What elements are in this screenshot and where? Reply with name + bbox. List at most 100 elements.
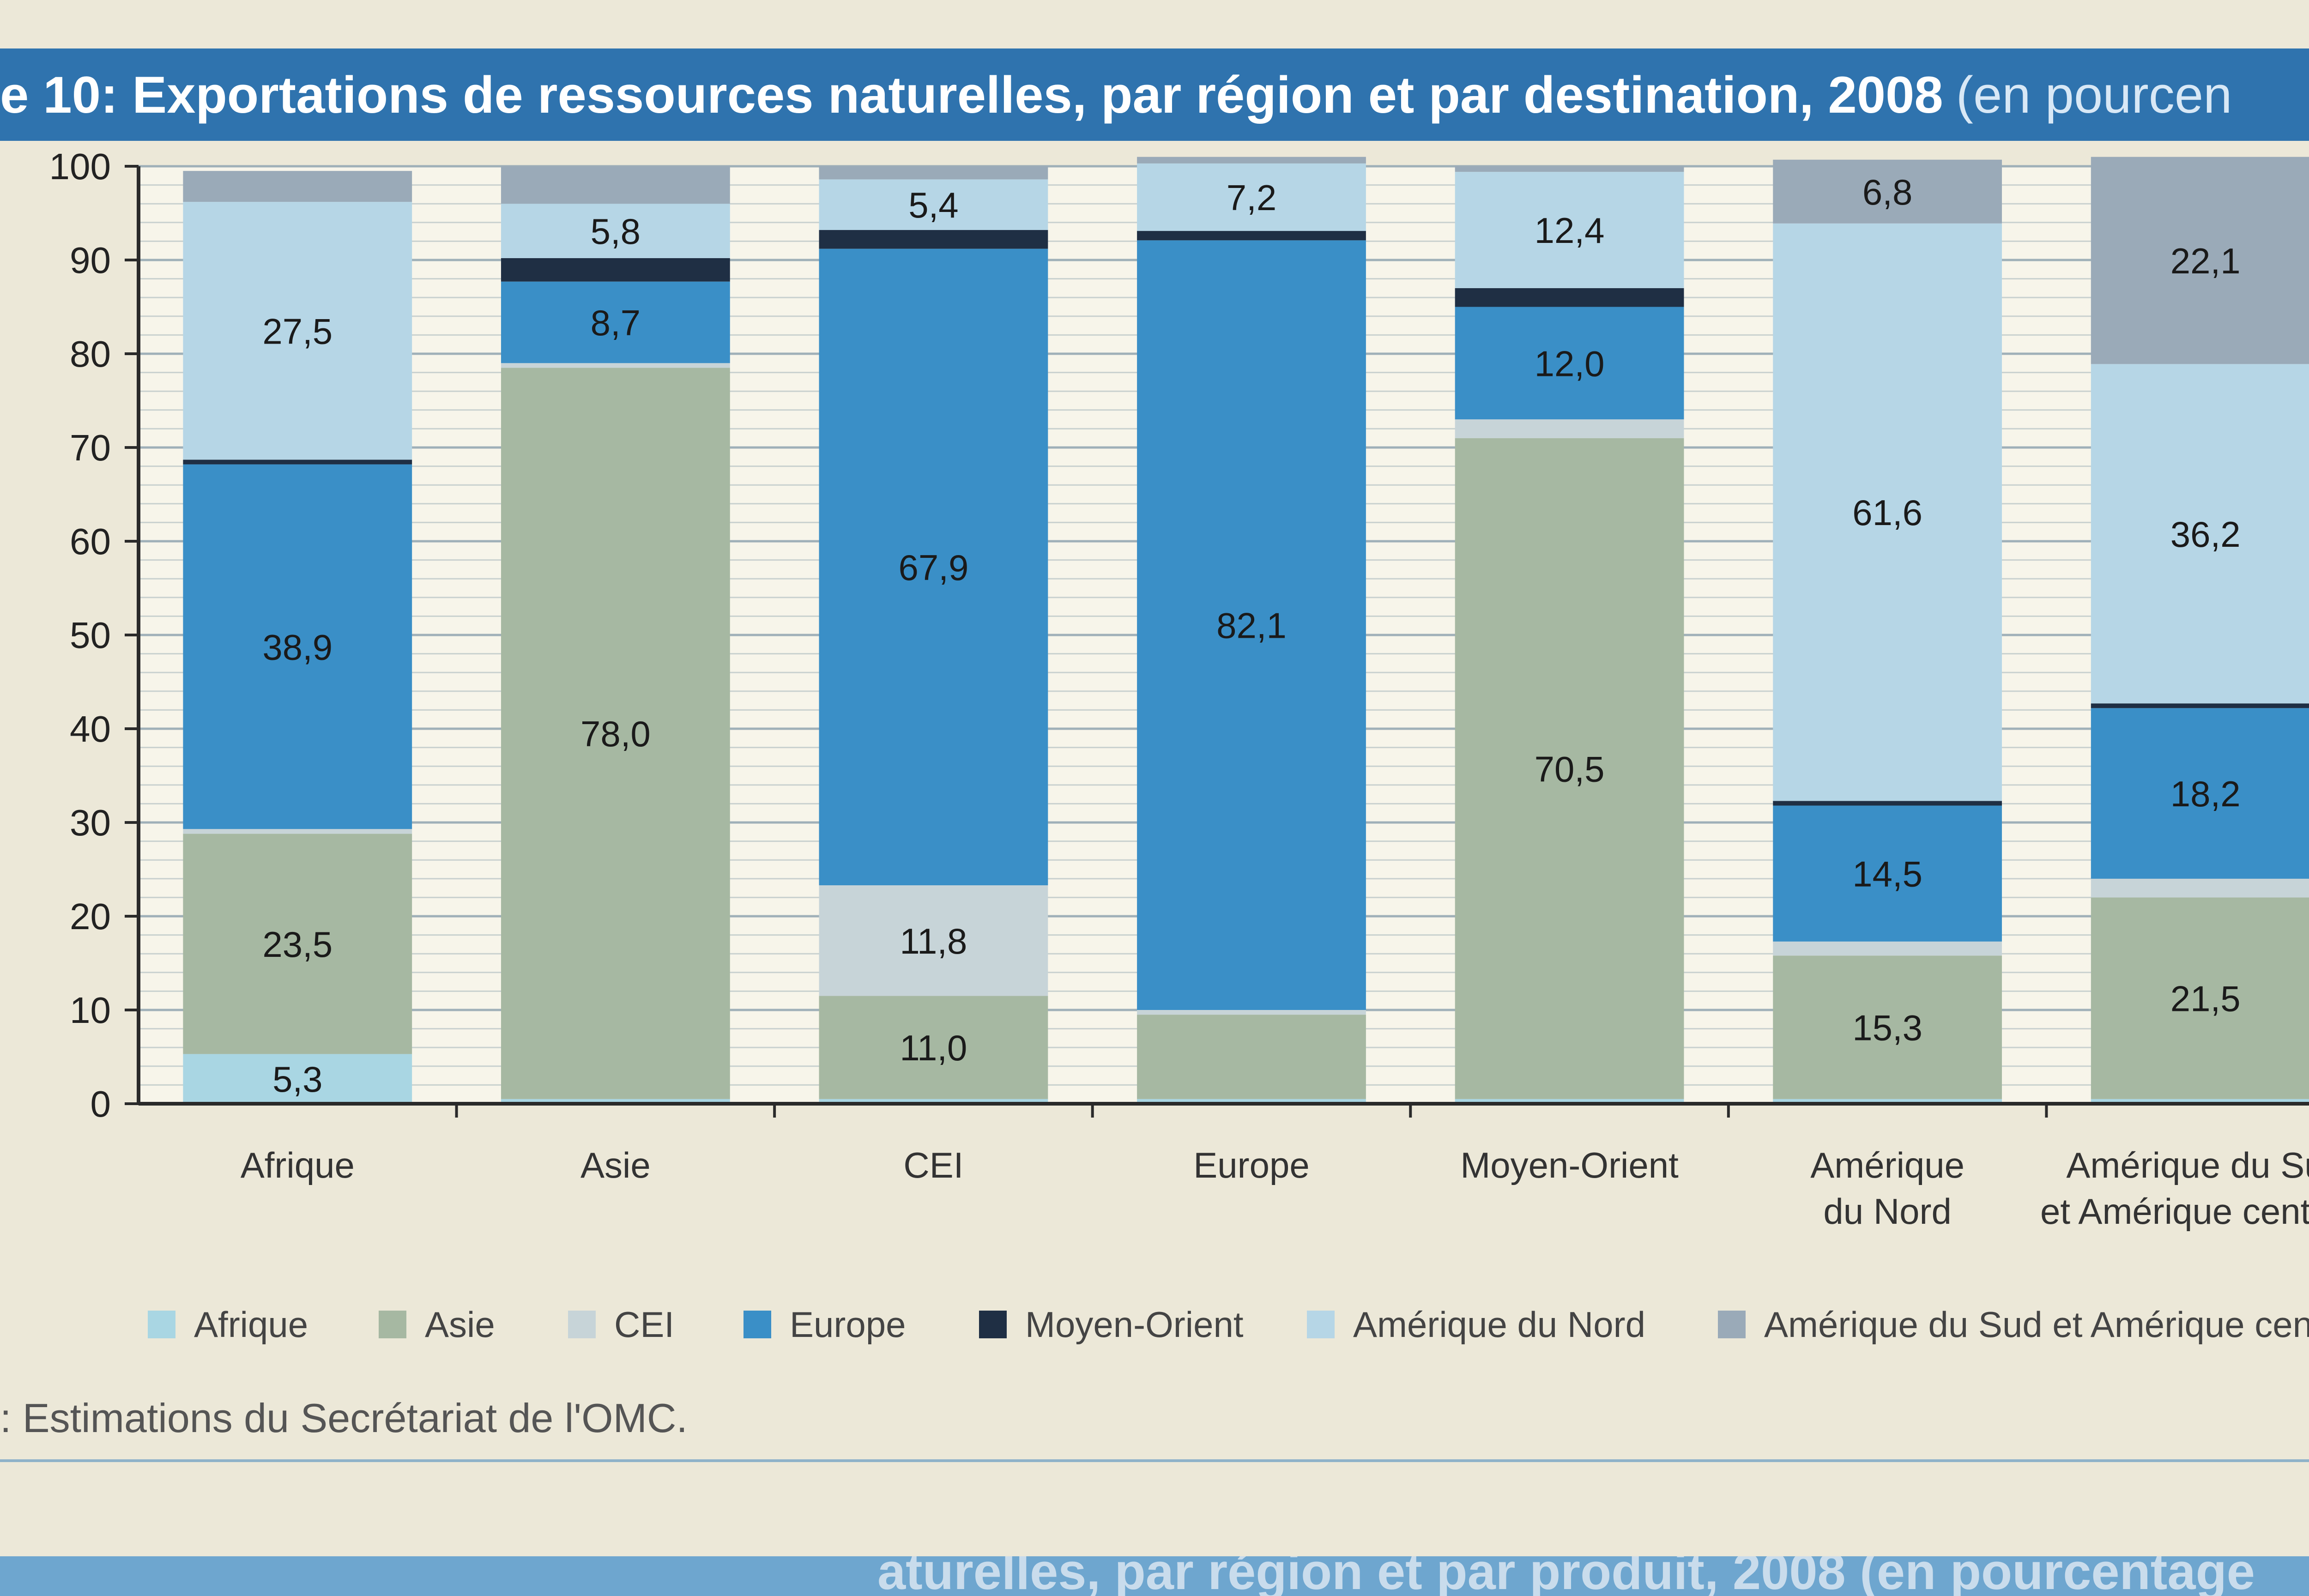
data-label: 82,1	[1216, 605, 1287, 646]
bar-segment	[1773, 941, 2002, 956]
legend-label: Amérique du Nord	[1353, 1304, 1645, 1345]
legend-swatch	[148, 1311, 175, 1338]
data-label: 22,1	[2170, 241, 2241, 281]
bar-segment	[501, 258, 730, 282]
bar-segment	[1455, 172, 1684, 288]
bar-segment	[2091, 703, 2309, 708]
y-tick-label: 40	[70, 708, 111, 750]
bar-segment	[1137, 1010, 1366, 1015]
y-tick-label: 70	[70, 427, 111, 468]
x-category-label: Asie	[580, 1145, 651, 1185]
y-tick-label: 90	[70, 240, 111, 281]
bar-segment	[1455, 288, 1684, 307]
bar-segment	[819, 1099, 1048, 1104]
data-label: 67,9	[899, 547, 969, 588]
x-category-label: Afrique	[241, 1145, 355, 1185]
bar-segment	[1773, 805, 2002, 942]
bar-segment	[1455, 419, 1684, 438]
legend-label: CEI	[614, 1304, 674, 1345]
data-label: 7,2	[1227, 177, 1276, 218]
bar-segment	[501, 281, 730, 363]
legend-swatch	[979, 1311, 1007, 1338]
bar-segment	[1137, 163, 1366, 231]
bar-segment	[1455, 1099, 1684, 1104]
data-label: 11,0	[900, 1028, 967, 1068]
bar-segment	[183, 459, 412, 465]
bar-segment	[183, 171, 412, 202]
bar-segment	[501, 1099, 730, 1104]
bar-segment	[183, 464, 412, 829]
data-label: 12,4	[1535, 210, 1605, 251]
x-category-label: Amérique du Sud	[2066, 1145, 2309, 1185]
data-label: 27,5	[262, 311, 332, 351]
bar-segment	[1773, 223, 2002, 801]
bar-segment	[819, 179, 1048, 230]
data-label: 15,3	[1852, 1008, 1922, 1048]
data-label: 18,2	[2170, 774, 2241, 814]
data-label: 21,5	[2170, 979, 2241, 1019]
chart-title-unit: (en pourcen	[1956, 66, 2232, 124]
source-note: : Estimations du Secrétariat de l'OMC.	[0, 1395, 688, 1441]
legend-label: Amérique du Sud et Amérique centrale	[1764, 1304, 2309, 1345]
data-label: 36,2	[2170, 514, 2241, 555]
data-label: 11,8	[900, 921, 967, 961]
legend-swatch	[379, 1311, 406, 1338]
y-tick-label: 30	[70, 802, 111, 843]
legend-swatch	[1307, 1311, 1335, 1338]
x-category-label: Amérique	[1810, 1145, 1964, 1185]
x-category-label: Moyen-Orient	[1460, 1145, 1679, 1185]
x-category-label: et Amérique centrale	[2040, 1191, 2309, 1232]
bar-segment	[2091, 364, 2309, 704]
legend-label: Asie	[425, 1304, 495, 1345]
bar-segment	[1773, 955, 2002, 1099]
bar-segment	[501, 204, 730, 258]
next-figure-title: aturelles, par région et par produit, 20…	[877, 1556, 2255, 1596]
bar-segment	[501, 363, 730, 368]
bar-segment	[183, 829, 412, 834]
data-label: 5,3	[272, 1059, 322, 1100]
y-tick-label: 10	[70, 990, 111, 1031]
bar-segment	[1137, 1099, 1366, 1104]
divider	[0, 1459, 2309, 1462]
bar-segment	[183, 1054, 412, 1104]
bar-segment	[819, 248, 1048, 886]
bar-segment	[1137, 1015, 1366, 1099]
bar-segment	[183, 202, 412, 460]
data-label: 5,8	[591, 211, 641, 252]
bar-segment	[2091, 708, 2309, 879]
data-label: 8,7	[591, 302, 641, 343]
bar-segment	[1773, 1099, 2002, 1104]
legend-swatch	[743, 1311, 771, 1338]
bar-segment	[1773, 801, 2002, 806]
legend-swatch	[1718, 1311, 1746, 1338]
bar-segment	[2091, 878, 2309, 898]
bar-segment	[501, 166, 730, 204]
bar-segment	[2091, 1099, 2309, 1104]
y-tick-label: 80	[70, 333, 111, 375]
data-label: 70,5	[1535, 749, 1605, 789]
bar-segment	[1137, 231, 1366, 241]
data-label: 78,0	[580, 713, 651, 754]
y-tick-label: 60	[70, 521, 111, 562]
bar-segment	[819, 166, 1048, 180]
next-figure-title-bar: aturelles, par région et par produit, 20…	[0, 1556, 2309, 1596]
data-label: 61,6	[1852, 492, 1922, 533]
bar-segment	[819, 230, 1048, 249]
bar-segment	[2091, 157, 2309, 364]
bar-segment	[1137, 157, 1366, 163]
data-label: 12,0	[1535, 343, 1605, 384]
bar-segment	[2091, 897, 2309, 1099]
data-label: 5,4	[908, 185, 958, 225]
bar-segment	[501, 368, 730, 1099]
legend-label: Europe	[790, 1304, 906, 1345]
bar-segment	[1455, 166, 1684, 172]
chart-title: e 10: Exportations de ressources naturel…	[0, 66, 1943, 124]
legend-swatch	[568, 1311, 596, 1338]
bar-segment	[1455, 438, 1684, 1099]
bar-segment	[1137, 240, 1366, 1010]
y-tick-label: 100	[49, 146, 111, 187]
data-label: 14,5	[1852, 854, 1922, 895]
y-tick-label: 20	[70, 896, 111, 937]
bar-segment	[819, 885, 1048, 996]
